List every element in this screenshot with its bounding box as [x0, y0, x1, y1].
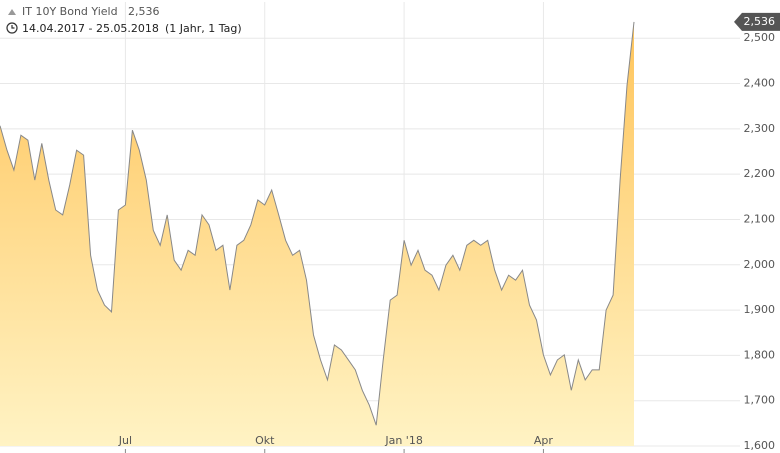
area-fill	[0, 21, 634, 447]
y-tick-label: 1,800	[744, 348, 776, 361]
x-tick-label: Apr	[534, 434, 554, 447]
y-tick-label: 2,400	[744, 77, 776, 90]
y-tick-label: 2,000	[744, 258, 776, 271]
period: (1 Jahr, 1 Tag)	[165, 22, 242, 35]
y-tick-label: 2,500	[744, 31, 776, 44]
x-tick-label: Okt	[255, 434, 275, 447]
date-range: 14.04.2017 - 25.05.2018	[22, 22, 159, 35]
price-tag-label: 2,536	[744, 15, 776, 28]
y-tick-label: 1,700	[744, 394, 776, 407]
x-tick-label: Jul	[118, 434, 132, 447]
price-tag	[734, 12, 780, 31]
y-tick-label: 1,900	[744, 303, 776, 316]
line	[0, 21, 635, 426]
y-tick-label: 2,200	[744, 167, 776, 180]
y-tick-label: 1,600	[744, 439, 776, 452]
x-tick-label: Jan '18	[384, 434, 422, 447]
clock-hand	[11, 25, 15, 29]
y-tick-label: 2,300	[744, 122, 776, 135]
clock-icon	[6, 22, 18, 34]
current-value: 2,536	[128, 5, 160, 18]
y-tick-label: 2,100	[744, 212, 776, 225]
chart-title: IT 10Y Bond Yield	[22, 5, 118, 18]
chart-icon	[8, 9, 16, 15]
